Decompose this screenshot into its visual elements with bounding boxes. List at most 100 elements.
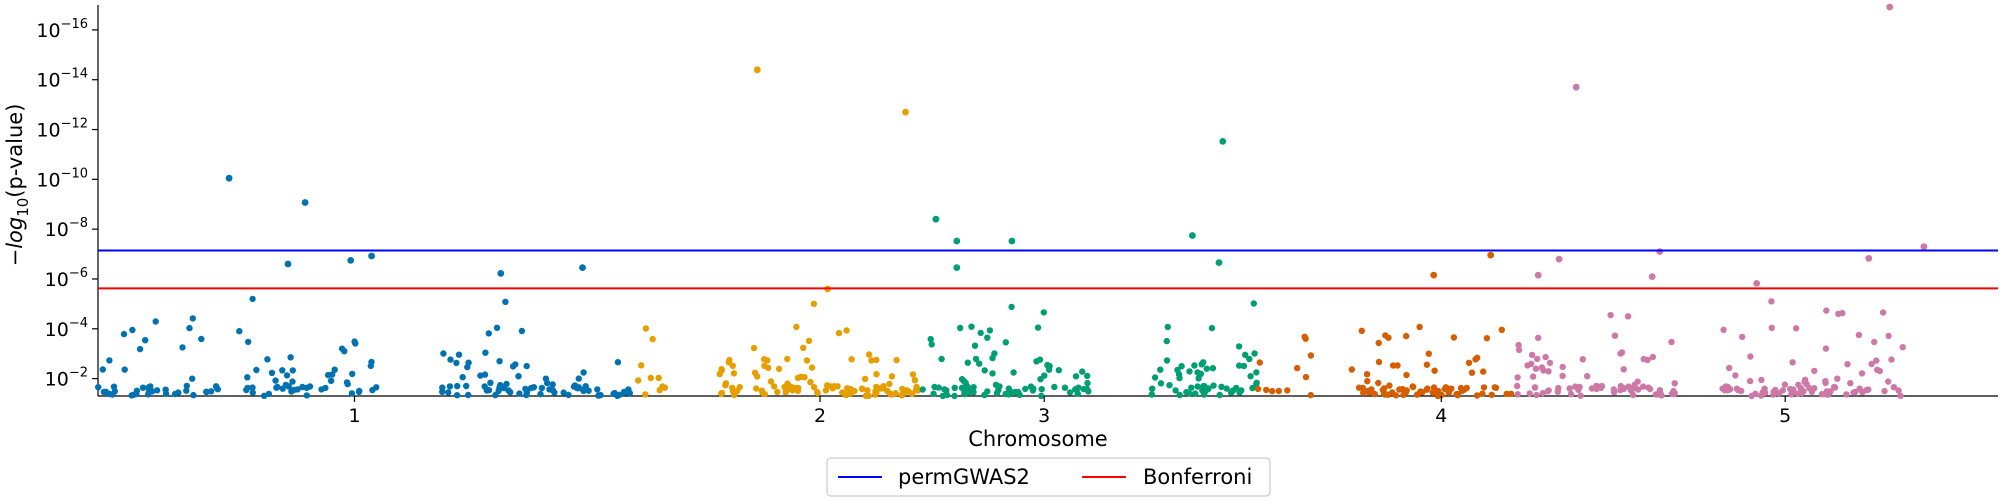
data-point	[1250, 300, 1258, 307]
data-point	[1034, 324, 1042, 331]
data-point	[367, 362, 374, 370]
data-point	[991, 350, 998, 357]
data-point	[487, 379, 494, 386]
data-point	[1430, 384, 1438, 391]
data-point	[189, 315, 196, 322]
data-point	[1149, 385, 1156, 392]
y-tick-label: 10−16	[36, 17, 88, 42]
data-point	[1480, 384, 1488, 391]
data-point	[1438, 391, 1445, 399]
data-point	[614, 359, 622, 366]
y-tick-label: 10−4	[45, 316, 88, 341]
data-point	[1534, 355, 1541, 363]
data-point	[447, 356, 454, 363]
data-point	[1554, 388, 1562, 395]
data-point	[560, 389, 567, 396]
data-point	[620, 388, 628, 396]
data-point	[1542, 353, 1549, 361]
data-point	[1269, 388, 1276, 395]
data-point	[463, 382, 470, 390]
data-point	[859, 385, 866, 392]
data-point	[179, 344, 186, 351]
data-point	[453, 392, 461, 399]
data-point	[446, 383, 454, 390]
data-point	[1897, 392, 1904, 399]
data-point	[1044, 361, 1051, 369]
data-point	[1157, 366, 1164, 373]
data-point	[1492, 384, 1500, 391]
data-point	[1163, 357, 1171, 364]
data-point	[1535, 334, 1542, 341]
data-point	[1072, 373, 1080, 380]
data-point	[1302, 373, 1310, 381]
data-point	[1371, 390, 1379, 398]
data-point	[212, 383, 220, 390]
data-point	[349, 370, 356, 378]
data-point	[865, 351, 873, 358]
data-point	[1251, 350, 1258, 357]
data-point	[1079, 368, 1086, 375]
data-point	[1793, 325, 1800, 332]
x-tick-label: 1	[348, 405, 360, 427]
data-point	[1375, 339, 1382, 347]
data-point	[1301, 333, 1308, 340]
data-point	[1431, 367, 1438, 374]
data-point	[1423, 361, 1431, 368]
data-point	[1364, 378, 1371, 385]
data-point	[1775, 390, 1783, 397]
significant-point	[1920, 243, 1928, 251]
data-point	[873, 356, 880, 364]
data-point	[198, 335, 205, 343]
data-point	[244, 374, 251, 381]
data-point	[873, 383, 880, 391]
data-point	[1040, 309, 1048, 316]
data-point	[611, 389, 618, 397]
data-point	[1668, 338, 1675, 346]
data-point	[1084, 379, 1091, 387]
data-point	[1658, 392, 1665, 399]
data-point	[1247, 373, 1254, 380]
data-point	[971, 342, 979, 349]
y-tick-label: 10−14	[36, 67, 88, 92]
data-point	[1238, 387, 1245, 394]
significant-point	[953, 264, 961, 271]
significant-point	[1215, 259, 1223, 266]
data-point	[1671, 389, 1678, 397]
data-point	[968, 323, 975, 330]
data-point	[892, 390, 899, 397]
data-point	[1403, 332, 1410, 340]
data-point	[783, 387, 790, 394]
data-point	[1566, 385, 1573, 392]
x-tick-label: 2	[814, 405, 826, 427]
data-point	[1188, 384, 1195, 391]
data-point	[834, 383, 841, 390]
data-point	[290, 386, 298, 394]
data-point	[1825, 390, 1833, 397]
data-point	[594, 386, 601, 393]
data-point	[767, 378, 775, 385]
data-point	[1752, 390, 1759, 397]
data-point	[754, 373, 761, 380]
data-point	[1038, 386, 1045, 393]
data-point	[1576, 383, 1583, 391]
data-point	[99, 366, 107, 373]
data-point	[1598, 382, 1606, 390]
data-point	[289, 378, 296, 385]
data-point	[977, 329, 984, 337]
data-point	[348, 390, 356, 397]
data-point	[928, 341, 935, 348]
significant-point	[1008, 237, 1016, 245]
data-point	[1157, 380, 1165, 387]
data-point	[249, 384, 256, 391]
data-point	[454, 382, 461, 390]
data-point	[787, 383, 794, 390]
data-point	[1528, 351, 1536, 359]
data-point	[1479, 390, 1486, 397]
data-point	[1151, 374, 1159, 381]
data-point	[1359, 384, 1367, 392]
data-point	[770, 383, 778, 390]
data-point	[1514, 391, 1521, 398]
data-point	[1726, 364, 1733, 372]
data-point	[1835, 310, 1842, 317]
data-point	[496, 358, 503, 365]
